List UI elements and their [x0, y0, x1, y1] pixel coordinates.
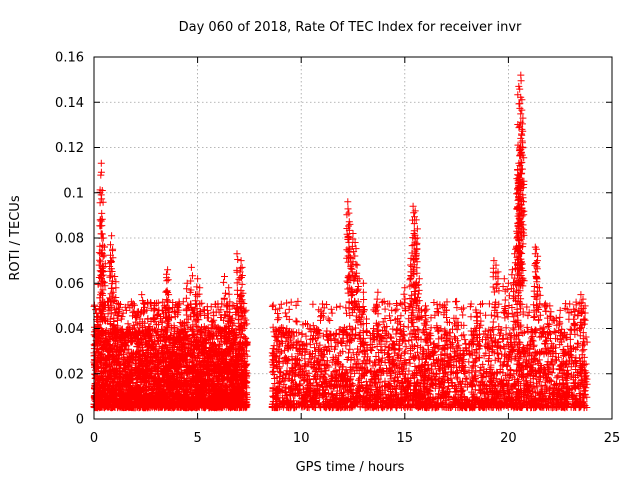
x-tick-label: 15	[397, 431, 414, 446]
y-tick-label: 0.02	[55, 367, 84, 382]
y-tick-label: 0.14	[55, 96, 84, 111]
x-tick-label: 25	[604, 431, 621, 446]
chart-title: Day 060 of 2018, Rate Of TEC Index for r…	[179, 20, 522, 35]
x-tick-label: 10	[293, 431, 310, 446]
x-tick-label: 0	[90, 431, 98, 446]
y-tick-label: 0.1	[63, 186, 84, 201]
y-tick-label: 0.08	[55, 232, 84, 247]
x-axis-label: GPS time / hours	[296, 460, 405, 475]
axis-ticks: 0 0.02 0.04 0.06 0.08 0.1 0.12 0.14 0.16 0 5 10 15 20…	[55, 51, 620, 447]
y-tick-label: 0.04	[55, 322, 84, 337]
x-tick-label: 20	[500, 431, 517, 446]
gridlines	[94, 57, 612, 419]
y-tick-label: 0.16	[55, 51, 84, 66]
y-tick-label: 0	[76, 413, 84, 428]
y-tick-label: 0.06	[55, 277, 84, 292]
data-points	[90, 71, 591, 412]
x-tick-label: 5	[193, 431, 201, 446]
roti-markers	[90, 71, 591, 412]
y-tick-label: 0.12	[55, 141, 84, 156]
y-axis-label: ROTI / TECUs	[8, 195, 23, 280]
